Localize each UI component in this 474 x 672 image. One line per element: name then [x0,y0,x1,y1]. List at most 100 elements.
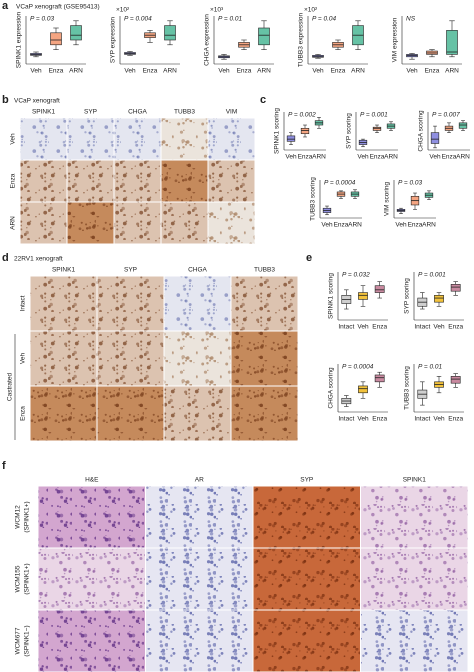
panel-letter: f [2,460,6,472]
row-label: Intact [20,295,27,311]
x-tick-label: Veh [30,68,42,75]
column-header: CHGA [128,109,147,116]
column-header: CHGA [188,267,207,274]
x-tick-label: ARN [456,154,470,161]
x-tick-label: Enza [331,68,346,75]
micrograph [361,548,468,610]
x-tick-label: Enza [408,222,423,229]
box [430,132,440,144]
x-tick-label: ARN [351,68,365,75]
axis-exponent: ×10³ [210,7,224,14]
micrograph [67,118,114,160]
panel-title: 22RV1 xenograft [14,256,63,263]
micrograph [146,548,253,610]
p-value: NS [406,16,416,23]
micrograph [231,276,298,331]
x-tick-label: Enza [298,154,313,161]
x-tick-label: Veh [312,68,324,75]
panel-letter: b [2,94,9,106]
micrograph [164,386,231,441]
y-axis-label: CHGA scoring [418,110,425,152]
y-axis-label: SPINK1 expression [16,11,23,68]
y-axis-label: TUBB3 scoring [310,177,317,221]
column-header: SPINK1 [32,109,56,116]
x-tick-label: Veh [285,154,297,161]
row-label: Veh [20,353,27,365]
p-value: P = 0.032 [342,272,370,279]
micrograph [97,386,164,441]
x-tick-label: ARN [69,68,83,75]
panel-letter: a [2,0,9,12]
x-tick-label: ARN [422,222,436,229]
axis-exponent: ×10² [116,7,130,14]
micrograph [20,118,67,160]
row-label: WCM155 [15,565,22,592]
box [70,25,82,41]
p-value: P = 0.002 [288,112,316,119]
micrograph [253,548,360,610]
micrograph [231,386,298,441]
micrograph [114,160,161,202]
x-tick-label: Enza [143,68,158,75]
panel-title: VCaP xenograft [14,98,60,105]
y-axis-label: SYP expression [110,17,117,64]
x-tick-label: Enza [372,416,387,423]
x-tick-label: Enza [372,324,387,331]
y-axis-label: SYP scoring [346,113,353,149]
panel-letter: c [260,94,266,106]
micrograph [146,610,253,672]
box [358,385,368,394]
micrograph [30,276,97,331]
column-header: SPINK1 [52,267,76,274]
micrograph [231,331,298,386]
axis-exponent: ×10² [304,7,318,14]
x-tick-label: ARN [312,154,326,161]
p-value: P = 0.03 [398,180,423,187]
x-tick-label: Veh [395,222,407,229]
box [258,27,270,46]
micrograph [164,276,231,331]
x-tick-label: Veh [124,68,136,75]
y-axis-label: VIM scoring [384,181,391,216]
x-tick-label: Enza [448,416,463,423]
micrograph [30,331,97,386]
y-axis-label: CHGA expression [204,14,211,66]
micrograph [161,160,208,202]
x-tick-label: Enza [49,68,64,75]
x-tick-label: Enza [370,154,385,161]
box [374,374,385,383]
x-tick-label: Intact [414,324,430,331]
micrograph [30,386,97,441]
p-value: P = 0.007 [432,112,460,119]
row-label: Enza [10,173,17,188]
x-tick-label: Veh [218,68,230,75]
micrograph [361,486,468,548]
p-value: P = 0.001 [360,112,388,119]
panel-letter: e [306,252,312,264]
row-label: Enza [20,406,27,421]
y-axis-label: SPINK1 scoring [274,108,281,154]
box [300,127,310,135]
x-tick-label: Enza [334,222,349,229]
x-tick-label: Enza [442,154,457,161]
micrograph [38,610,145,672]
box [286,135,296,142]
box [358,292,368,300]
box [374,285,385,293]
row-label: WCM12 [15,505,22,529]
p-value: P = 0.0004 [324,180,356,187]
column-header: SYP [124,267,137,274]
micrograph [38,548,145,610]
micrograph [253,486,360,548]
micrograph [208,202,255,244]
column-header: VIM [226,109,238,116]
row-label: WCM677 [15,627,22,654]
x-tick-label: Intact [414,416,430,423]
column-header: SPINK1 [403,477,427,484]
p-value: P = 0.004 [124,16,152,23]
column-header: TUBB3 [174,109,195,116]
x-tick-label: Enza [425,68,440,75]
micrograph [114,118,161,160]
x-tick-label: ARN [257,68,271,75]
